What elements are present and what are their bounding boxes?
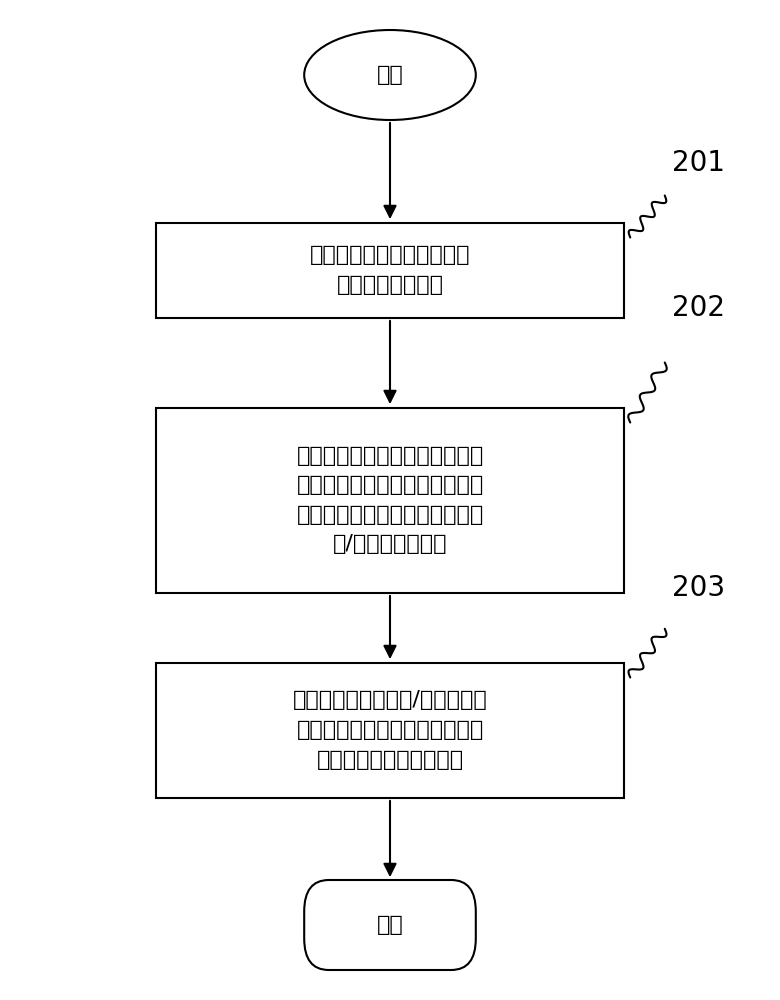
FancyBboxPatch shape bbox=[156, 223, 624, 318]
Text: 当各目标图像帧中存在同一目标
时，计算各目标图像帧中目标相
对于目标图像帧中心的偏移量、
和/或目标画面占比: 当各目标图像帧中存在同一目标 时，计算各目标图像帧中目标相 对于目标图像帧中心的… bbox=[296, 446, 484, 554]
Text: 202: 202 bbox=[672, 294, 725, 322]
Text: 将具有最小偏移量和/或最大目标
画面占比的目标图像帧所对应的
通道作为触发的正确通道: 将具有最小偏移量和/或最大目标 画面占比的目标图像帧所对应的 通道作为触发的正确… bbox=[292, 690, 488, 770]
FancyBboxPatch shape bbox=[304, 880, 476, 970]
Text: 接收来自各通道的图像识别
装置的目标图像帧: 接收来自各通道的图像识别 装置的目标图像帧 bbox=[310, 245, 470, 295]
Text: 开始: 开始 bbox=[377, 65, 403, 85]
Text: 结束: 结束 bbox=[377, 915, 403, 935]
Text: 201: 201 bbox=[672, 149, 725, 177]
Text: 203: 203 bbox=[672, 573, 725, 601]
FancyBboxPatch shape bbox=[156, 408, 624, 592]
Ellipse shape bbox=[304, 30, 476, 120]
FancyBboxPatch shape bbox=[156, 662, 624, 798]
